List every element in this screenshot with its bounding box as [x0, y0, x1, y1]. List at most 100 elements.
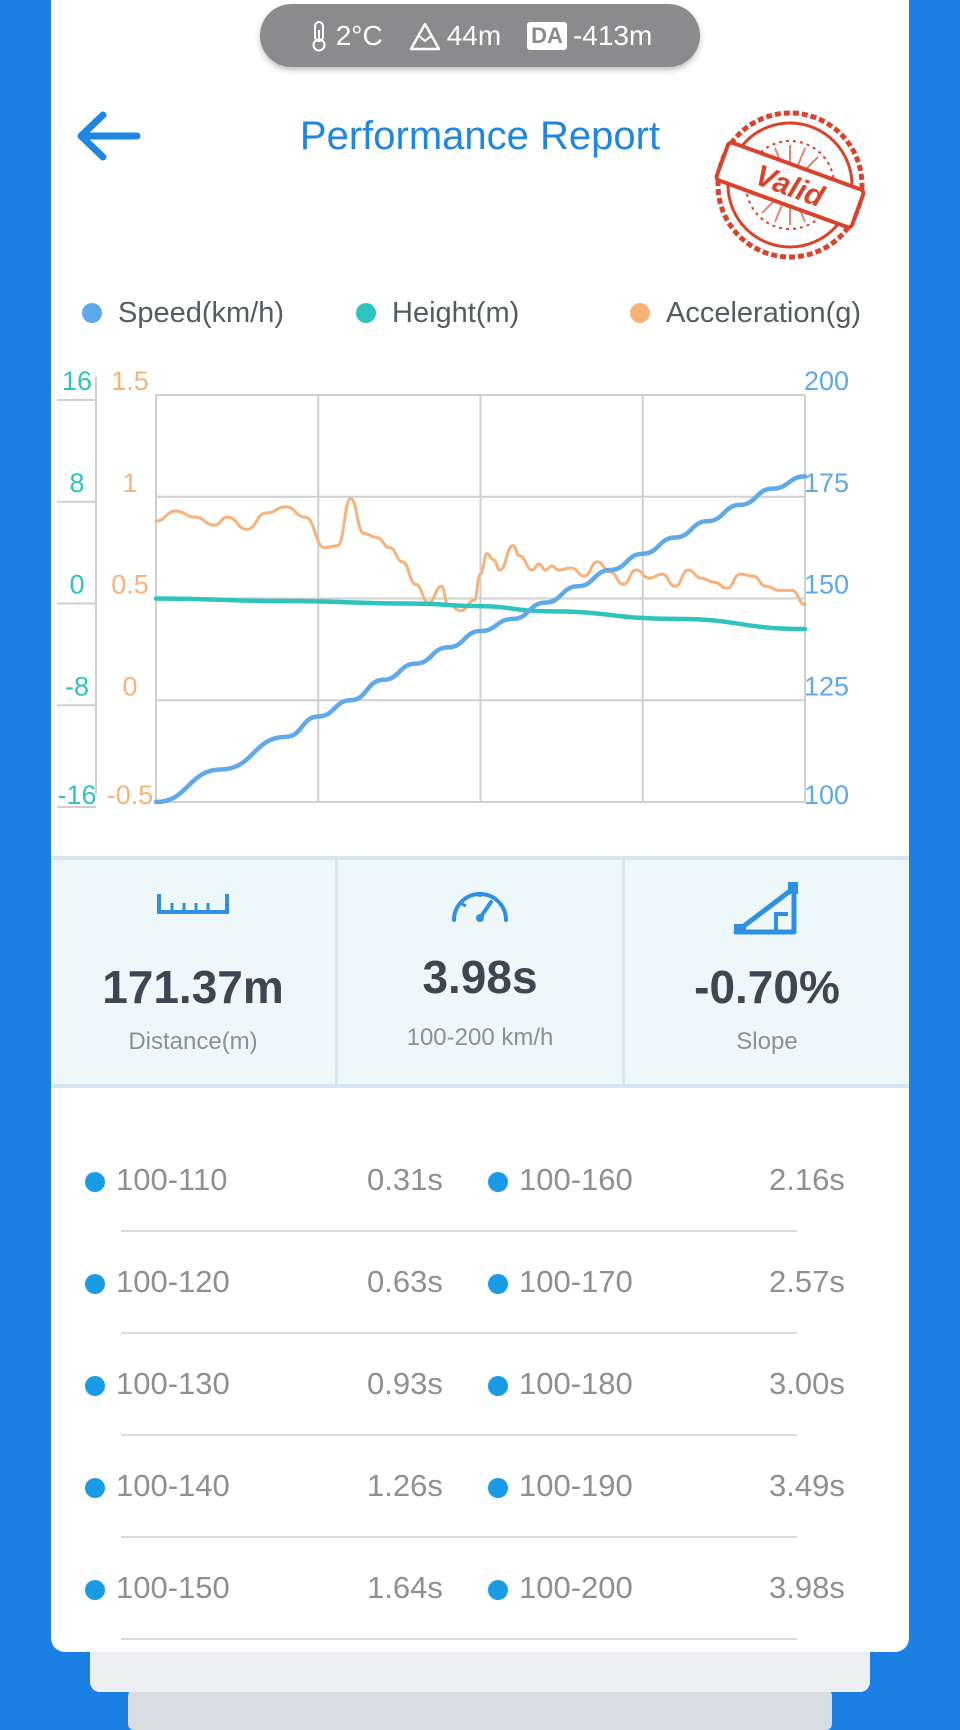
split-time: 1.26s [367, 1468, 443, 1503]
split-time: 0.93s [367, 1366, 443, 1401]
split-range: 100-130 [116, 1366, 230, 1401]
split-range: 100-170 [519, 1264, 633, 1299]
legend-item-height: Height(m) [356, 297, 519, 330]
speedometer-icon [448, 878, 512, 934]
split-row: 100-140 1.26s 100-190 3.49s [51, 1436, 909, 1538]
stat-time: 3.98s 100-200 km/h [335, 860, 622, 1084]
performance-chart: 16 8 0 -8 -16 1.5 1 0.5 0 -0.5 200 175 150 125 100 [57, 366, 849, 810]
split-range: 100-160 [519, 1162, 633, 1197]
legend-item-speed: Speed(km/h) [82, 297, 284, 330]
axis-tick-label: 125 [804, 671, 849, 701]
valid-stamp: Valid [710, 108, 870, 263]
bullet-dot-icon [85, 1172, 105, 1192]
legend-label-speed: Speed(km/h) [118, 296, 285, 329]
legend-label-acceleration: Acceleration(g) [666, 296, 862, 329]
split-time: 0.63s [367, 1264, 443, 1299]
acceleration-series-line [154, 497, 807, 613]
speed-series-line [153, 474, 808, 805]
axis-tick-label: -0.5 [107, 780, 154, 810]
split-time: 3.00s [769, 1366, 845, 1401]
split-times-list: 100-110 0.31s 100-160 2.16s 100-120 0.63… [51, 1130, 909, 1640]
axis-tick-label: 8 [69, 468, 84, 498]
split-row: 100-130 0.93s 100-180 3.00s [51, 1334, 909, 1436]
split-time: 2.57s [769, 1264, 845, 1299]
axis-tick-label: 100 [804, 780, 849, 810]
time-label: 100-200 km/h [406, 1024, 554, 1051]
axis-tick-label: 16 [62, 366, 92, 396]
axis-tick-label: 1.5 [111, 366, 149, 396]
da-badge: DA [527, 21, 567, 50]
split-range: 100-120 [116, 1264, 230, 1299]
distance-value: 171.37m [102, 961, 284, 1013]
page-title: Performance Report [299, 114, 661, 158]
altitude-value: 44m [446, 19, 502, 51]
stat-distance: 171.37m Distance(m) [51, 860, 335, 1084]
split-range: 100-200 [519, 1570, 633, 1605]
split-range: 100-150 [116, 1570, 230, 1605]
split-range: 100-190 [519, 1468, 633, 1503]
split-row: 100-150 1.64s 100-200 3.98s [51, 1538, 909, 1640]
bullet-dot-icon [85, 1478, 105, 1498]
stat-slope: -0.70% Slope [622, 860, 909, 1084]
split-time: 3.49s [769, 1468, 845, 1503]
axis-tick-label: 150 [804, 570, 849, 600]
axis-tick-label: 1 [122, 468, 137, 498]
time-value: 3.98s [422, 951, 538, 1003]
bullet-dot-icon [488, 1580, 508, 1600]
temperature-readout: 2°C [308, 20, 383, 52]
temperature-value: 2°C [335, 19, 383, 51]
split-row: 100-120 0.63s 100-170 2.57s [51, 1232, 909, 1334]
legend-dot-acceleration [630, 303, 650, 323]
chart-legend: Speed(km/h) Height(m) Acceleration(g) [80, 290, 880, 336]
chart-grid [95, 377, 806, 803]
split-range: 100-140 [116, 1468, 230, 1503]
legend-dot-height [356, 303, 376, 323]
axis-tick-label: 0.5 [111, 570, 149, 600]
axis-tick-label: -16 [57, 780, 96, 810]
legend-item-acceleration: Acceleration(g) [630, 297, 861, 330]
bullet-dot-icon [85, 1580, 105, 1600]
speed-axis: 200 175 150 125 100 [804, 366, 849, 810]
split-time: 1.64s [367, 1570, 443, 1605]
axis-tick-label: 0 [69, 570, 84, 600]
da-badge-label: DA [531, 22, 563, 48]
environment-pill: 2°C 44m DA -413m [260, 4, 700, 67]
bullet-dot-icon [488, 1274, 508, 1294]
acceleration-axis: 1.5 1 0.5 0 -0.5 [107, 366, 154, 810]
slope-icon [732, 880, 802, 936]
height-axis: 16 8 0 -8 -16 [57, 366, 97, 810]
arrow-left-icon [75, 110, 141, 167]
chart-series [153, 474, 808, 805]
split-time: 0.31s [367, 1162, 443, 1197]
stacked-card-back [128, 1690, 832, 1730]
split-row: 100-110 0.31s 100-160 2.16s [51, 1130, 909, 1232]
distance-label: Distance(m) [128, 1028, 258, 1055]
stats-panel: 171.37m Distance(m) 3.98s 100-200 km/h [51, 856, 909, 1088]
bullet-dot-icon [488, 1478, 508, 1498]
split-range: 100-180 [519, 1366, 633, 1401]
bullet-dot-icon [488, 1172, 508, 1192]
slope-label: Slope [736, 1028, 798, 1055]
density-altitude-readout: DA -413m [527, 20, 652, 52]
split-time: 3.98s [769, 1570, 845, 1605]
split-range: 100-110 [116, 1162, 228, 1197]
mountain-icon [409, 21, 441, 51]
bullet-dot-icon [85, 1376, 105, 1396]
axis-tick-label: 175 [804, 468, 849, 498]
thermometer-icon [308, 20, 330, 52]
legend-dot-speed [82, 303, 102, 323]
axis-tick-label: 200 [804, 366, 849, 396]
height-series-line [153, 596, 808, 632]
bullet-dot-icon [85, 1274, 105, 1294]
bullet-dot-icon [488, 1376, 508, 1396]
report-card [51, 0, 909, 1652]
axis-tick-label: 0 [122, 671, 137, 701]
back-button[interactable] [72, 108, 144, 168]
density-altitude-value: -413m [572, 19, 653, 51]
altitude-readout: 44m [409, 20, 501, 52]
slope-value: -0.70% [694, 961, 840, 1013]
split-time: 2.16s [769, 1162, 845, 1197]
ruler-icon [156, 888, 230, 944]
axis-tick-label: -8 [65, 671, 89, 701]
legend-label-height: Height(m) [392, 296, 520, 329]
